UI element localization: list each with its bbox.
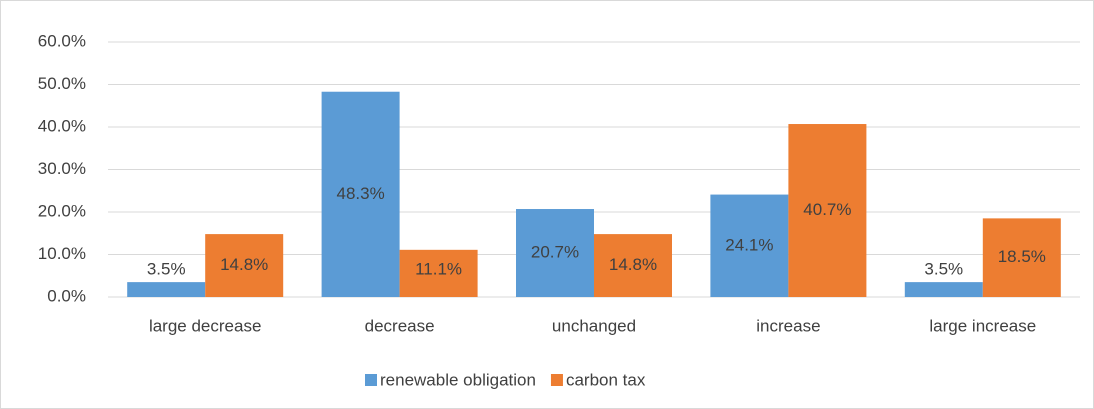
data-label: 48.3% xyxy=(336,184,384,203)
data-label: 24.1% xyxy=(725,235,773,254)
x-tick-label: increase xyxy=(756,316,820,335)
legend-label: renewable obligation xyxy=(380,370,536,389)
data-label: 14.8% xyxy=(609,255,657,274)
data-label: 3.5% xyxy=(147,259,186,278)
data-label: 20.7% xyxy=(531,242,579,261)
bar xyxy=(710,194,789,297)
y-tick-label: 50.0% xyxy=(38,74,86,93)
x-tick-label: unchanged xyxy=(552,316,636,335)
bar xyxy=(594,234,672,297)
data-label: 3.5% xyxy=(924,259,963,278)
y-tick-label: 0.0% xyxy=(47,286,86,305)
bar xyxy=(982,218,1061,297)
data-label: 14.8% xyxy=(220,255,268,274)
y-tick-label: 20.0% xyxy=(38,201,86,220)
legend-swatch xyxy=(550,374,563,386)
bar xyxy=(127,282,206,297)
data-label: 11.1% xyxy=(415,259,462,278)
bar xyxy=(904,282,983,297)
y-tick-label: 30.0% xyxy=(38,159,86,178)
data-label: 40.7% xyxy=(803,200,851,219)
legend-label: carbon tax xyxy=(566,370,646,389)
y-tick-label: 40.0% xyxy=(38,116,86,135)
bar xyxy=(205,234,284,297)
bar xyxy=(516,209,594,297)
data-label: 18.5% xyxy=(998,247,1046,266)
x-tick-label: decrease xyxy=(365,316,435,335)
bar xyxy=(321,91,400,297)
x-tick-label: large increase xyxy=(929,316,1036,335)
x-tick-label: large decrease xyxy=(149,316,261,335)
bar xyxy=(399,249,478,297)
y-tick-label: 10.0% xyxy=(38,244,86,263)
bar xyxy=(788,124,867,298)
legend-swatch xyxy=(365,374,377,386)
y-tick-label: 60.0% xyxy=(38,31,86,50)
